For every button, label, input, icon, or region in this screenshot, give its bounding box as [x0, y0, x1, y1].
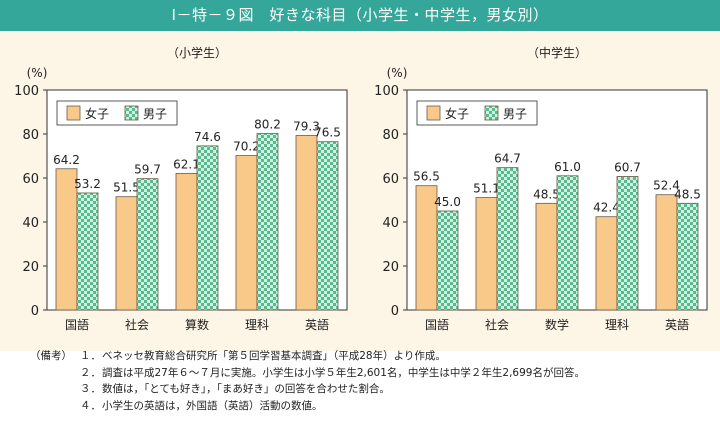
x-tick-label: 国語 — [425, 317, 449, 332]
data-label: 60.7 — [614, 160, 641, 174]
y-tick-label: 40 — [382, 216, 399, 231]
x-tick-label: 数学 — [545, 317, 569, 332]
bar-girls — [295, 135, 318, 311]
data-label: 76.5 — [314, 126, 341, 140]
data-label: 74.6 — [194, 130, 221, 144]
data-label: 61.0 — [554, 160, 581, 174]
bar-girls — [235, 155, 258, 311]
x-tick-label: 理科 — [605, 318, 629, 332]
data-label: 42.4 — [593, 201, 620, 215]
y-axis-unit-label: (%) — [27, 66, 48, 80]
y-tick-label: 100 — [14, 84, 39, 99]
y-tick-label: 20 — [382, 260, 399, 275]
legend-swatch-girls — [66, 105, 81, 121]
bar-girls — [115, 196, 138, 311]
x-tick-label: 英語 — [305, 317, 329, 332]
legend-swatch-boys — [124, 105, 139, 121]
y-tick-label: 60 — [22, 172, 39, 187]
bar-girls — [655, 194, 678, 311]
bar-boys — [316, 141, 339, 311]
x-tick-label: 英語 — [665, 317, 689, 332]
legend-label-girls: 女子 — [445, 106, 469, 121]
data-label: 64.2 — [53, 153, 80, 167]
y-tick-label: 0 — [31, 304, 39, 319]
bar-girls — [595, 216, 618, 311]
note-number: ４． — [80, 399, 101, 412]
legend-label-boys: 男子 — [143, 107, 167, 121]
x-tick-label: 社会 — [125, 317, 149, 332]
data-label: 48.5 — [674, 187, 701, 201]
bar-girls — [175, 172, 198, 311]
bar-boys — [436, 210, 459, 311]
x-tick-label: 算数 — [185, 317, 209, 332]
note-line: ４．小学生の英語は，外国語（英語）活動の数値。 — [30, 398, 710, 415]
legend-label-girls: 女子 — [85, 106, 109, 121]
data-label: 70.2 — [233, 140, 260, 154]
bar-boys — [676, 202, 699, 311]
note-line: ３．数値は，「とても好き」，「まあ好き」の回答を合わせた割合。 — [30, 381, 710, 398]
note-text: ベネッセ教育総合研究所「第５回学習基本調査」（平成28年）より作成。 — [102, 350, 446, 362]
bar-boys — [496, 167, 519, 311]
note-text: 数値は，「とても好き」，「まあ好き」の回答を合わせた割合。 — [102, 383, 390, 395]
y-tick-label: 80 — [22, 128, 39, 143]
data-label: 59.7 — [134, 163, 161, 177]
y-tick-label: 80 — [382, 128, 399, 143]
data-label: 45.0 — [434, 195, 461, 209]
x-tick-label: 国語 — [65, 317, 89, 332]
note-line: （備考） １．ベネッセ教育総合研究所「第５回学習基本調査」（平成28年）より作成。 — [30, 348, 710, 365]
data-label: 48.5 — [533, 187, 560, 201]
bar-boys — [196, 145, 219, 311]
data-label: 51.1 — [473, 182, 500, 196]
legend-swatch-girls — [426, 105, 441, 121]
data-label: 80.2 — [254, 118, 281, 132]
y-axis-unit-label: (%) — [387, 66, 408, 80]
data-label: 53.2 — [74, 177, 101, 191]
note-text: 小学生の英語は，外国語（英語）活動の数値。 — [102, 399, 323, 412]
y-tick-label: 100 — [374, 84, 399, 99]
y-tick-label: 20 — [22, 260, 39, 275]
note-number: ２． — [80, 366, 101, 379]
y-tick-label: 40 — [22, 216, 39, 231]
chart-title: （小学生） — [167, 45, 227, 60]
legend-label-boys: 男子 — [503, 107, 527, 121]
note-number: １． — [80, 350, 101, 362]
note-text: 調査は平成27年６～７月に実施。小学生は小学５年生2,601名，中学生は中学２年… — [102, 366, 585, 379]
data-label: 64.7 — [494, 152, 521, 166]
chart-title: （中学生） — [527, 45, 587, 60]
x-tick-label: 社会 — [485, 317, 509, 332]
bar-boys — [616, 176, 639, 311]
notes-section: （備考） １．ベネッセ教育総合研究所「第５回学習基本調査」（平成28年）より作成。… — [30, 348, 710, 414]
data-label: 79.3 — [293, 120, 320, 134]
figure-title: Ⅰ－特－９図 好きな科目（小学生・中学生，男女別） — [0, 0, 720, 31]
notes-label: （備考） — [30, 350, 72, 362]
bar-boys — [76, 192, 99, 311]
y-tick-label: 60 — [382, 172, 399, 187]
legend-swatch-boys — [484, 105, 499, 121]
bar-boys — [556, 175, 579, 311]
data-label: 56.5 — [413, 170, 440, 184]
note-number: ３． — [80, 383, 101, 395]
data-label: 62.1 — [173, 157, 200, 171]
data-label: 52.4 — [653, 179, 680, 193]
bar-boys — [256, 133, 279, 311]
x-tick-label: 理科 — [245, 318, 269, 332]
bar-girls — [535, 202, 558, 311]
y-tick-label: 0 — [391, 304, 399, 319]
bar-girls — [475, 197, 498, 311]
data-label: 51.5 — [113, 181, 140, 195]
bar-boys — [136, 178, 159, 311]
note-line: ２．調査は平成27年６～７月に実施。小学生は小学５年生2,601名，中学生は中学… — [30, 365, 710, 382]
